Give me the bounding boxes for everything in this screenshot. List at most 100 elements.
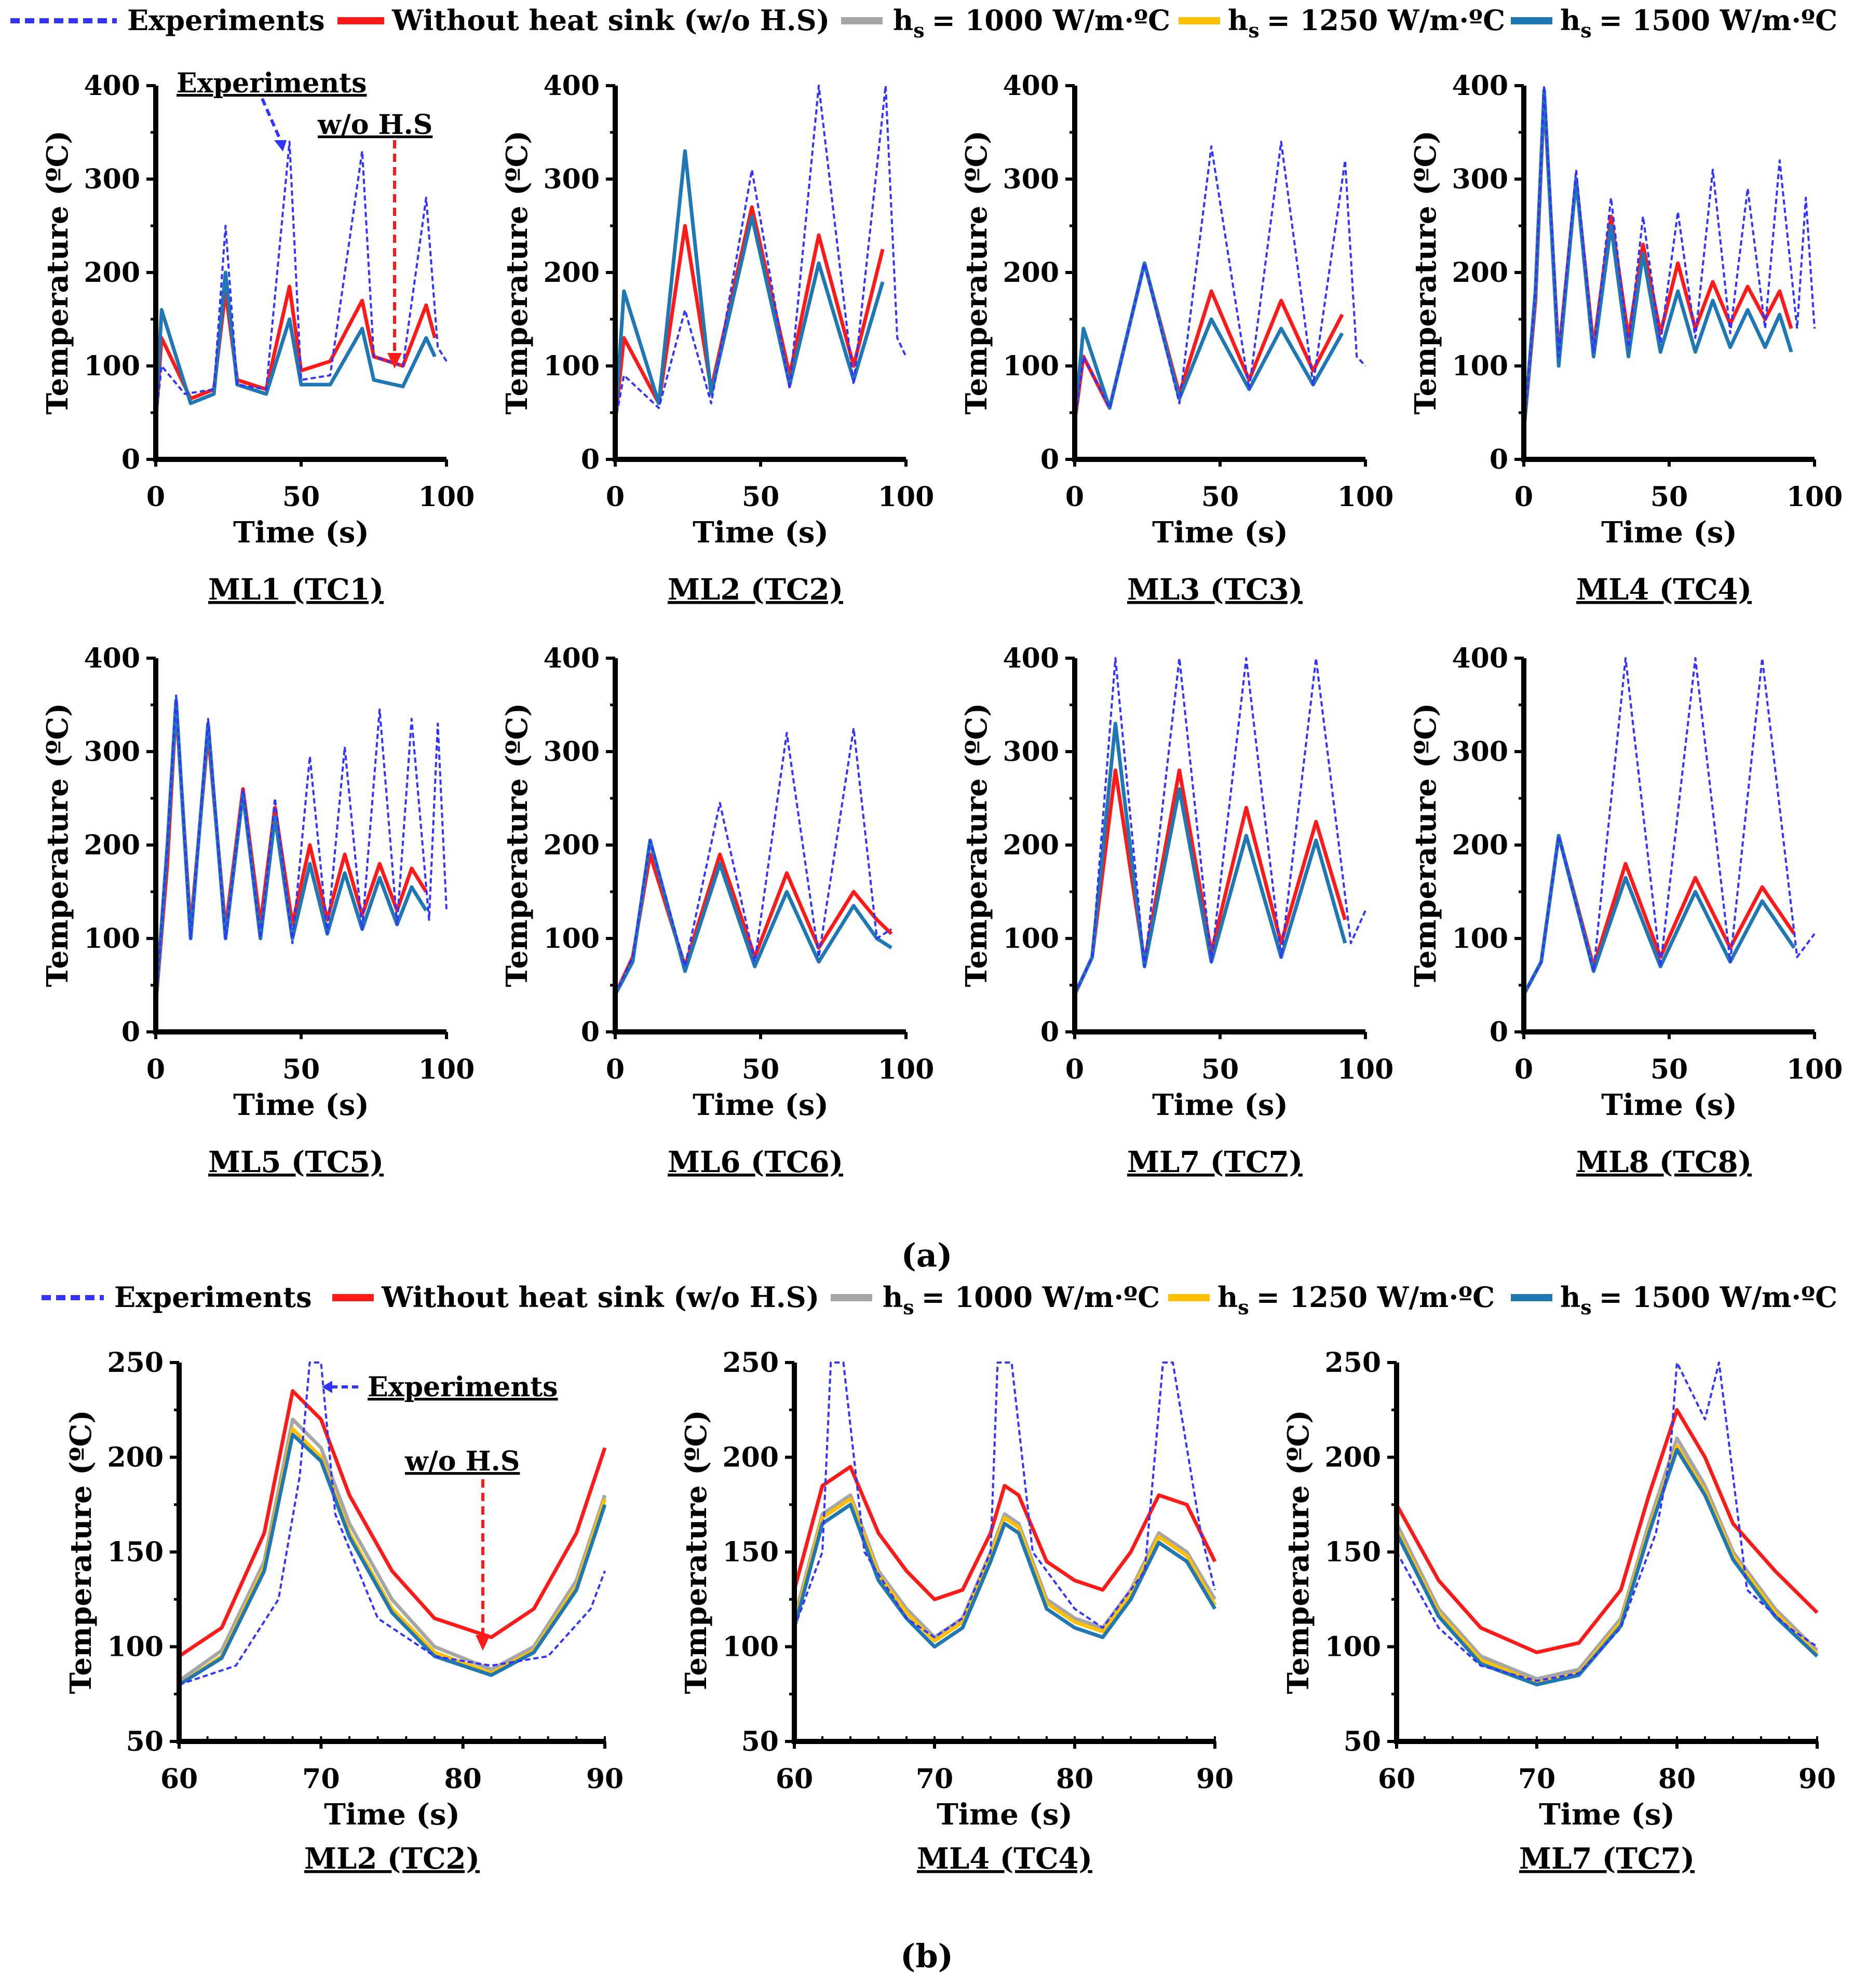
y-tick-label: 300	[84, 164, 140, 195]
legend-b-experiments-label: Experiments	[114, 1281, 312, 1314]
x-tick-label: 50	[1650, 481, 1688, 513]
y-tick-label: 0	[581, 1016, 600, 1048]
annotation-wohs-label: w/o H.S	[317, 109, 432, 141]
x-axis-label: Time (s)	[1152, 1088, 1288, 1122]
chart-9-ml2-tc2: 50 100 150 200 250 60 70 80 90 Time (s) Temperatur…	[64, 1347, 624, 1876]
y-tick-label: 150	[722, 1536, 779, 1568]
x-tick-label: 90	[1798, 1763, 1836, 1795]
series-without-heat-sink-w-o-h-s-line	[1524, 93, 1793, 432]
series-experiments-line	[794, 1361, 1216, 1639]
x-tick-label: 0	[606, 1054, 625, 1085]
chart-2-ml2-tc2: 0 100 200 300 400 0 50 100 Time (s) Temperature (…	[500, 70, 934, 607]
y-tick-label: 150	[1324, 1536, 1381, 1568]
y-tick-label: 400	[1452, 643, 1508, 674]
x-tick-label: 100	[878, 481, 935, 513]
series-hs-1500-w-m-c-line	[615, 149, 885, 423]
y-tick-label: 100	[107, 1631, 164, 1663]
x-tick-label: 0	[1065, 481, 1084, 513]
x-tick-label: 100	[878, 1054, 935, 1085]
x-tick-label: 100	[1337, 1054, 1394, 1085]
x-tick-label: 50	[282, 481, 320, 513]
x-axis-label: Time (s)	[693, 515, 829, 550]
x-tick-label: 50	[742, 481, 779, 513]
y-tick-label: 200	[1003, 257, 1059, 289]
y-tick-label: 0	[121, 444, 140, 475]
y-tick-label: 50	[741, 1726, 779, 1758]
panel-label-b: (b)	[900, 1937, 953, 1975]
y-axis-label: Temperature (ºC)	[40, 130, 75, 414]
x-tick-label: 0	[1065, 1054, 1084, 1085]
y-tick-label: 100	[1324, 1631, 1381, 1663]
y-tick-label: 0	[1040, 444, 1059, 475]
series-experiments-line	[1075, 657, 1366, 995]
chart-caption: ML3 (TC3)	[1127, 573, 1303, 607]
y-tick-label: 100	[84, 350, 140, 382]
y-tick-label: 300	[543, 164, 600, 195]
y-tick-label: 250	[722, 1347, 779, 1379]
y-tick-label: 100	[543, 350, 600, 382]
x-tick-label: 50	[282, 1054, 320, 1085]
x-tick-label: 90	[586, 1763, 624, 1795]
chart-11-ml7-tc7: 50 100 150 200 250 60 70 80 90 Time (s) Temperatur…	[1281, 1347, 1836, 1876]
legend-b-hs1000-symbol: hs = 1000 W/m·ºC	[883, 1281, 1160, 1319]
legend-hs1250-symbol: hs = 1250 W/m·ºC	[1228, 4, 1505, 42]
y-tick-label: 400	[543, 643, 600, 674]
series-hs-1500-w-m-c-line	[794, 1503, 1217, 1649]
y-tick-label: 300	[1452, 164, 1508, 195]
x-tick-label: 50	[1201, 481, 1239, 513]
y-tick-label: 0	[121, 1016, 140, 1048]
y-tick-label: 200	[84, 829, 140, 861]
x-axis-label: Time (s)	[937, 1798, 1073, 1832]
series-hs-1500-w-m-c-line	[1524, 88, 1793, 432]
y-tick-label: 300	[84, 736, 140, 768]
charts-container: 0 100 200 300 400 0 50 100 Time (s) Temperature (…	[40, 70, 1843, 1876]
y-tick-label: 200	[1452, 257, 1508, 289]
legend-bottom: Experiments Without heat sink (w/o H.S) …	[42, 1281, 1837, 1319]
y-tick-label: 200	[1452, 829, 1508, 861]
y-tick-label: 100	[1452, 923, 1508, 955]
series-hs-1500-w-m-c-line	[1524, 834, 1796, 996]
chart-caption: ML4 (TC4)	[917, 1842, 1092, 1876]
chart-7-ml7-tc7: 0 100 200 300 400 0 50 100 Time (s) Temperature (…	[959, 643, 1393, 1179]
series-without-heat-sink-w-o-h-s-line	[1397, 1408, 1819, 1654]
series-experiments-line	[179, 1361, 606, 1686]
legend-without-heat-sink-label: Without heat sink (w/o H.S)	[391, 4, 830, 37]
y-tick-label: 100	[722, 1631, 779, 1663]
x-axis-label: Time (s)	[233, 1088, 369, 1122]
y-axis-label: Temperature (ºC)	[679, 1410, 713, 1694]
y-tick-label: 0	[1040, 1016, 1059, 1048]
x-tick-label: 0	[146, 1054, 165, 1085]
series-hs-1500-w-m-c-line	[1397, 1448, 1819, 1686]
x-tick-label: 70	[302, 1763, 340, 1795]
annotation-experiments-ml1: Experiments	[177, 67, 367, 152]
legend-hs1500-symbol: hs = 1500 W/m·ºC	[1560, 4, 1837, 42]
series-experiments-line	[615, 85, 907, 423]
chart-caption: ML6 (TC6)	[668, 1145, 843, 1179]
series-experiments-line	[1524, 85, 1816, 432]
legend-b-without-heat-sink-label: Without heat sink (w/o H.S)	[381, 1281, 819, 1314]
y-tick-label: 200	[84, 257, 140, 289]
y-tick-label: 150	[107, 1536, 164, 1568]
y-tick-label: 50	[126, 1726, 164, 1758]
series-hs-1250-w-m-c-line	[794, 1497, 1217, 1643]
y-tick-label: 200	[543, 829, 600, 861]
chart-6-ml6-tc6: 0 100 200 300 400 0 50 100 Time (s) Temperature (…	[500, 643, 934, 1179]
chart-10-ml4-tc4: 50 100 150 200 250 60 70 80 90 Time (s) Temperatur…	[679, 1347, 1234, 1876]
chart-1-ml1-tc1: 0 100 200 300 400 0 50 100 Time (s) Temperature (…	[40, 70, 475, 607]
x-tick-label: 100	[418, 481, 475, 513]
x-tick-label: 0	[606, 481, 625, 513]
x-tick-label: 80	[444, 1763, 481, 1795]
x-axis-label: Time (s)	[233, 515, 369, 550]
y-tick-label: 400	[84, 70, 140, 102]
x-axis-label: Time (s)	[1539, 1798, 1675, 1832]
legend-experiments-label: Experiments	[127, 4, 325, 37]
x-tick-label: 60	[776, 1763, 813, 1795]
series-without-heat-sink-w-o-h-s-line	[1075, 768, 1347, 996]
y-tick-label: 400	[84, 643, 140, 674]
series-hs-1250-w-m-c-line	[1397, 1444, 1819, 1685]
chart-caption: ML7 (TC7)	[1127, 1145, 1303, 1179]
series-without-heat-sink-w-o-h-s-line	[794, 1465, 1217, 1601]
chart-4-ml4-tc4: 0 100 200 300 400 0 50 100 Time (s) Temperature (…	[1409, 70, 1843, 607]
x-axis-label: Time (s)	[1152, 515, 1288, 550]
y-tick-label: 250	[107, 1347, 164, 1379]
